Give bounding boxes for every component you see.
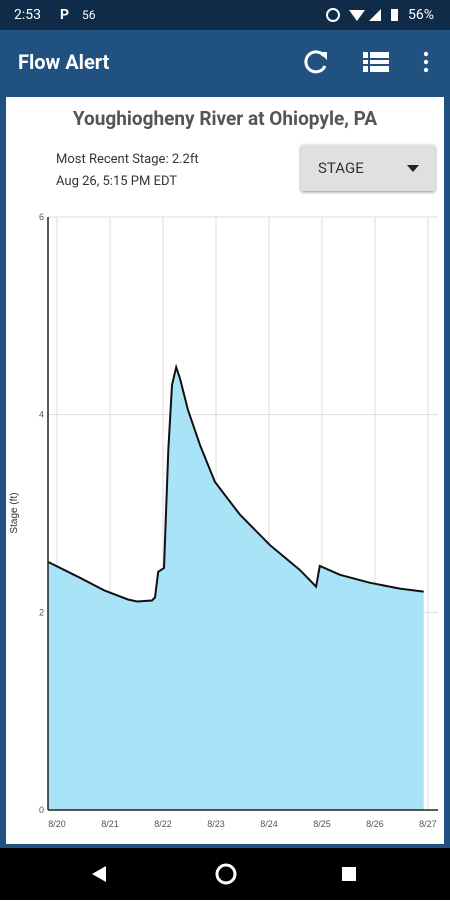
line <box>47 363 424 603</box>
area <box>48 367 424 810</box>
x-tick-label: 8/23 <box>207 819 225 829</box>
status-bar: 2:53 P 56 56% <box>0 0 450 30</box>
y-tick-label: 4 <box>39 410 44 420</box>
y-tick-label: 0 <box>39 805 44 815</box>
app-bar: Flow Alert <box>0 30 450 94</box>
nav-icons[interactable] <box>0 848 450 900</box>
x-tick-label: 8/20 <box>48 819 66 829</box>
toolbar-icons[interactable] <box>300 48 440 76</box>
card-title: Youghiogheny River at Ohiopyle, PA <box>72 107 378 130</box>
x-tick-label: 8/27 <box>419 819 437 829</box>
x-tick-label: 8/21 <box>101 819 119 829</box>
y-tick-label: 6 <box>39 212 44 222</box>
dropdown[interactable]: STAGE <box>301 145 435 191</box>
chart: Stage (ft) 0 2 4 6 8/20 8/21 8/22 8/23 8/24 8/25 8… <box>9 212 438 829</box>
recent-time: Aug 26, 5:15 PM EDT <box>56 174 178 189</box>
nav-bar <box>0 848 450 900</box>
notification: 56 <box>82 8 96 22</box>
recent-stage: Most Recent Stage: 2.2ft <box>56 152 199 167</box>
x-tick-label: 8/25 <box>313 819 331 829</box>
x-tick-label: 8/22 <box>154 819 172 829</box>
app-icon: P <box>60 7 70 23</box>
dropdown-label: STAGE <box>318 159 364 177</box>
x-tick-label: 8/24 <box>260 819 278 829</box>
y-tick-label: 2 <box>39 607 44 617</box>
status-icons <box>326 8 398 22</box>
app-title: Flow Alert <box>18 50 110 74</box>
time: 2:53 <box>14 7 41 23</box>
y-axis-label: Stage (ft) <box>9 492 20 533</box>
battery: 56% <box>408 7 434 23</box>
x-tick-label: 8/26 <box>366 819 384 829</box>
dropdown-arrow <box>407 165 419 172</box>
